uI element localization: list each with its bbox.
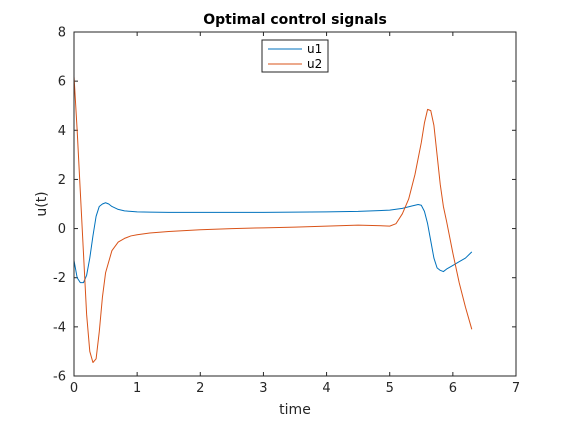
series-line-u2 bbox=[73, 76, 473, 363]
x-tick-label: 0 bbox=[70, 381, 78, 396]
x-tick-label: 2 bbox=[196, 381, 204, 396]
x-tick-label: 1 bbox=[133, 381, 141, 396]
x-tick-label: 7 bbox=[512, 381, 520, 396]
axis-ticks: 0 1 2 3 4 5 6 7 -6 -4 -2 0 2 4 6 8 bbox=[53, 26, 520, 397]
x-tick-label: 6 bbox=[449, 381, 457, 396]
y-axis-label: u(t) bbox=[34, 191, 50, 216]
legend-label-u2: u2 bbox=[307, 57, 322, 71]
y-tick-label: 4 bbox=[58, 124, 66, 139]
chart-title: Optimal control signals bbox=[203, 12, 387, 28]
y-tick-label: -2 bbox=[53, 271, 66, 286]
plot-background bbox=[74, 32, 516, 376]
series-layer bbox=[73, 76, 473, 363]
y-tick-label: -4 bbox=[53, 320, 66, 335]
series-line-u1 bbox=[73, 202, 473, 284]
y-tick-label: 0 bbox=[58, 222, 66, 237]
y-tick-label: 8 bbox=[58, 26, 66, 41]
y-tick-label: -6 bbox=[53, 370, 66, 385]
legend-label-u1: u1 bbox=[307, 42, 322, 56]
y-tick-label: 2 bbox=[58, 173, 66, 188]
x-tick-label: 3 bbox=[259, 381, 267, 396]
x-axis-label: time bbox=[279, 402, 311, 418]
x-tick-label: 4 bbox=[322, 381, 330, 396]
plot-frame bbox=[73, 31, 517, 377]
legend-box bbox=[261, 39, 329, 73]
x-tick-label: 5 bbox=[386, 381, 394, 396]
y-tick-label: 6 bbox=[58, 75, 66, 90]
